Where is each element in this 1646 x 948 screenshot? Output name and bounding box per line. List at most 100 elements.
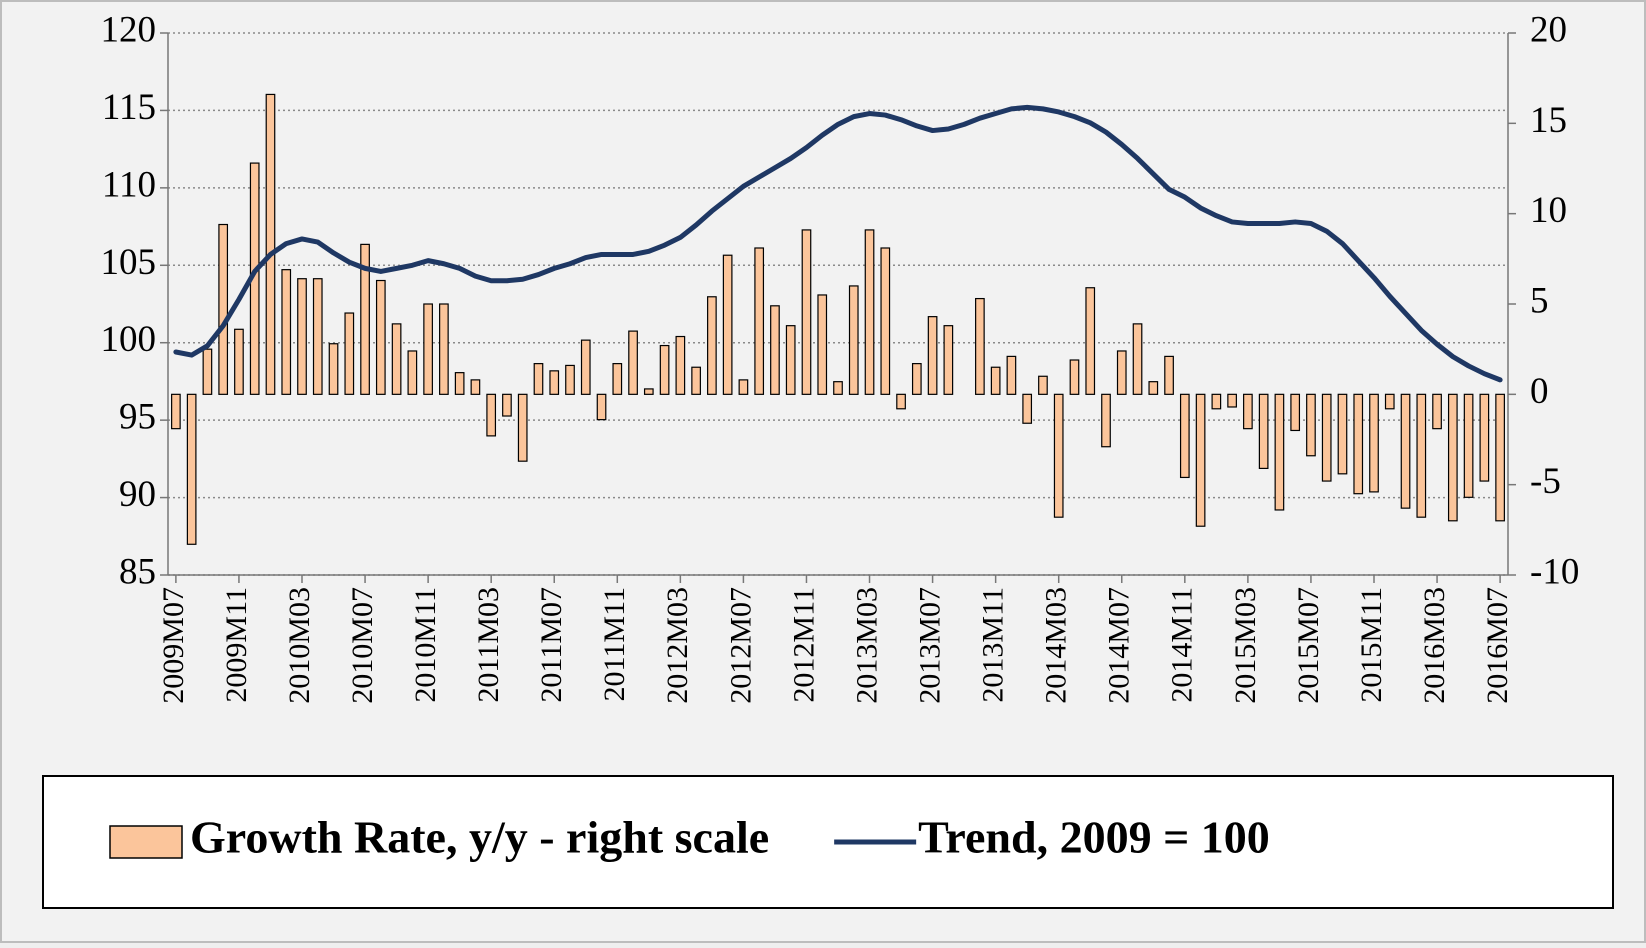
bar <box>1353 393 1364 495</box>
bar <box>975 297 985 395</box>
y2-tick-label: -10 <box>1530 551 1579 592</box>
bar <box>375 279 386 395</box>
bar <box>1195 393 1206 527</box>
bar <box>1463 393 1474 498</box>
bar <box>391 323 402 395</box>
bar <box>675 335 686 395</box>
bar <box>833 381 843 395</box>
bar <box>186 393 197 545</box>
bar <box>927 316 938 395</box>
bar <box>439 303 449 395</box>
bar <box>817 294 828 395</box>
bar <box>596 393 607 421</box>
x-tick-label: 2014M03 <box>1040 587 1073 704</box>
y-tick-label: 95 <box>119 397 156 438</box>
y-tick-label: 115 <box>102 87 156 128</box>
bar <box>911 363 922 395</box>
trend-line <box>173 104 1503 383</box>
bar <box>801 229 812 395</box>
bar <box>1006 355 1017 395</box>
x-tick-label: 2015M11 <box>1355 587 1388 703</box>
bar <box>1416 393 1427 518</box>
bar <box>1384 393 1395 410</box>
bar <box>1258 393 1269 470</box>
bar <box>1038 375 1048 395</box>
bar <box>1243 393 1253 430</box>
bar <box>643 388 654 395</box>
bar <box>1053 393 1064 518</box>
bar <box>502 393 512 417</box>
bar <box>691 366 701 395</box>
bar <box>943 325 954 395</box>
x-tick-label: 2009M07 <box>157 587 190 704</box>
x-tick-label: 2015M07 <box>1292 587 1325 704</box>
y-tick-label: 85 <box>119 551 156 592</box>
bar <box>580 339 591 395</box>
bar <box>312 278 323 395</box>
bar <box>659 344 670 395</box>
bar <box>1432 393 1442 430</box>
bar <box>234 328 244 395</box>
bar <box>281 269 292 395</box>
bar <box>628 330 638 395</box>
bar <box>1479 393 1490 482</box>
bar <box>344 312 355 395</box>
x-tick-label: 2009M11 <box>220 587 253 703</box>
y2-tick-label: 10 <box>1530 190 1567 231</box>
bar <box>896 393 906 410</box>
bar <box>1306 393 1316 457</box>
bar <box>990 366 1001 395</box>
bar <box>1085 287 1096 395</box>
bar <box>1290 393 1301 432</box>
bar <box>470 379 481 395</box>
bar <box>171 393 181 430</box>
y2-tick-label: -5 <box>1530 461 1561 502</box>
bar <box>517 393 528 462</box>
x-tick-label: 2016M03 <box>1418 587 1451 704</box>
bar <box>423 303 433 395</box>
bar <box>1369 393 1379 493</box>
x-tick-label: 2011M03 <box>472 587 505 703</box>
bar <box>1274 393 1285 511</box>
x-tick-label: 2011M11 <box>598 587 631 701</box>
x-tick-label: 2013M03 <box>850 587 883 704</box>
y2-tick-label: 5 <box>1530 280 1549 321</box>
y-tick-label: 105 <box>101 242 157 283</box>
bar <box>218 223 229 395</box>
bar <box>1495 393 1505 522</box>
bar <box>1132 323 1143 395</box>
bar <box>1337 393 1348 475</box>
bar <box>1179 393 1190 479</box>
y-tick-label: 90 <box>119 474 156 515</box>
bar <box>848 285 859 395</box>
bar <box>1211 393 1222 410</box>
bar <box>1400 393 1411 509</box>
bar <box>486 393 497 437</box>
bar <box>864 229 875 395</box>
bar <box>754 247 765 395</box>
bar <box>1227 393 1237 408</box>
x-tick-label: 2012M11 <box>787 587 820 703</box>
x-tick-label: 2012M07 <box>724 587 757 704</box>
x-tick-label: 2015M03 <box>1229 587 1262 704</box>
bar <box>1022 393 1033 424</box>
bar <box>1116 350 1127 395</box>
y-tick-label: 110 <box>102 164 156 205</box>
x-tick-label: 2012M03 <box>661 587 694 704</box>
x-tick-label: 2010M07 <box>346 587 379 704</box>
x-tick-label: 2014M11 <box>1166 587 1199 703</box>
bar <box>612 363 623 395</box>
x-tick-label: 2014M07 <box>1103 587 1136 704</box>
x-tick-label: 2016M07 <box>1481 587 1514 704</box>
bar <box>265 93 276 395</box>
x-tick-label: 2010M11 <box>409 587 442 703</box>
bar <box>565 364 575 395</box>
x-tick-label: 2013M11 <box>977 587 1010 703</box>
bar <box>722 254 733 395</box>
x-tick-label: 2010M03 <box>283 587 316 704</box>
bar <box>785 325 796 395</box>
y-tick-label: 120 <box>101 9 157 50</box>
x-tick-label: 2011M07 <box>535 587 568 703</box>
bar <box>1321 393 1332 482</box>
